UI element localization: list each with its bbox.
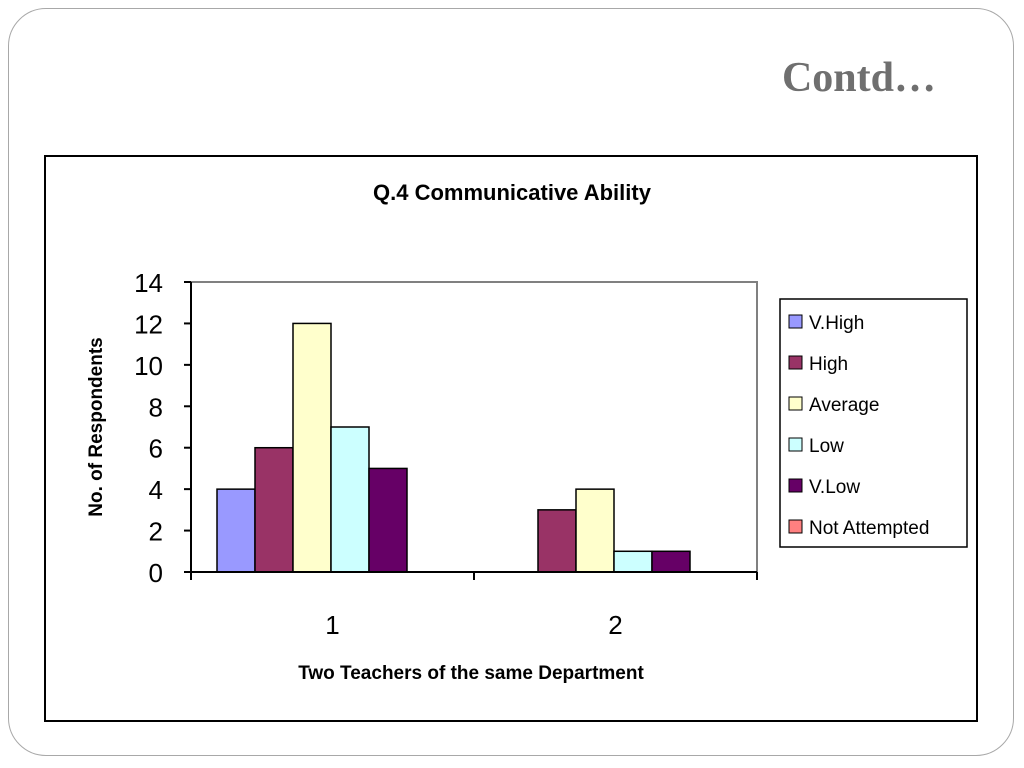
- x-tick-label: 2: [608, 610, 622, 640]
- bar-average-2: [575, 488, 615, 573]
- legend-swatch: [788, 478, 803, 493]
- legend-swatch: [788, 355, 803, 370]
- legend-swatch: [788, 314, 803, 329]
- legend-label: High: [809, 354, 848, 375]
- bar-high-2: [537, 509, 577, 573]
- legend-label: V.Low: [809, 477, 860, 498]
- y-tick-label: 2: [149, 517, 163, 547]
- y-axis-label: No. of Respondents: [86, 337, 107, 516]
- chart-title: Q.4 Communicative Ability: [373, 180, 652, 205]
- bar-v-low-1: [368, 467, 408, 573]
- legend-label: Not Attempted: [809, 518, 929, 539]
- bar-low-2: [613, 550, 653, 573]
- bar-average-1: [292, 322, 332, 573]
- bar-v-low-2: [651, 550, 691, 573]
- legend-swatch: [788, 437, 803, 452]
- bar-low-1: [330, 426, 370, 573]
- legend-swatch: [788, 396, 803, 411]
- y-tick-label: 0: [149, 558, 163, 588]
- y-tick-label: 6: [149, 434, 163, 464]
- y-tick-label: 12: [134, 309, 163, 339]
- y-tick-label: 4: [149, 475, 163, 505]
- legend-label: Low: [809, 436, 844, 457]
- legend-swatch: [788, 519, 803, 534]
- y-tick-label: 8: [149, 392, 163, 422]
- bar-v-high-1: [216, 488, 256, 573]
- slide-title: Contd…: [781, 55, 936, 101]
- y-tick-label: 10: [134, 351, 163, 381]
- legend-label: Average: [809, 395, 879, 416]
- legend-label: V.High: [809, 313, 864, 334]
- x-tick-label: 1: [325, 610, 339, 640]
- x-axis-label: Two Teachers of the same Department: [298, 663, 644, 684]
- bar-high-1: [254, 446, 294, 573]
- legend-box: [779, 298, 968, 548]
- y-tick-label: 14: [134, 268, 163, 298]
